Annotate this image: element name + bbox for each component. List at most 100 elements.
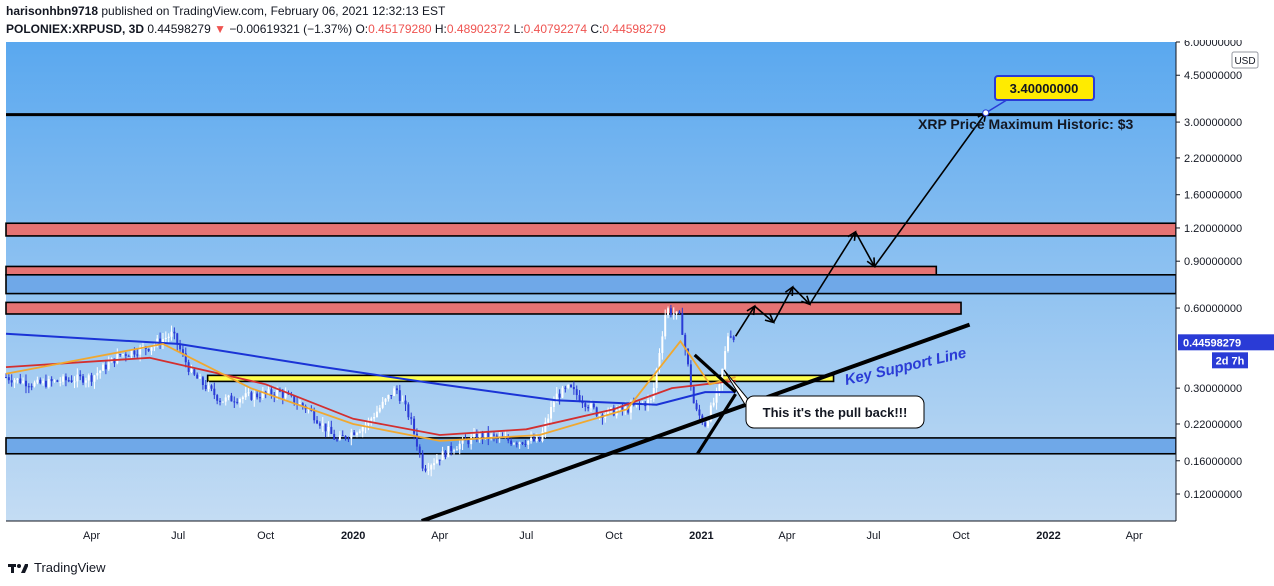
candle-body: [327, 426, 330, 432]
y-tick-label: 6.00000000: [1184, 40, 1242, 49]
candle-body: [532, 437, 535, 441]
trend-line-1: [693, 353, 737, 394]
projection-segment: [854, 231, 876, 267]
candle-body: [241, 397, 244, 400]
candle-body: [424, 468, 427, 471]
candle-body: [572, 387, 575, 390]
candle-body: [647, 399, 650, 407]
author-name[interactable]: harisonhbn9718: [6, 4, 99, 18]
candle-body: [336, 439, 339, 441]
candle-body: [695, 403, 698, 410]
candle-body: [467, 440, 470, 445]
candle-body: [213, 388, 216, 396]
candle-body: [724, 351, 727, 369]
tradingview-footer: TradingView: [8, 560, 106, 575]
candle-body: [470, 437, 473, 445]
candle-body: [276, 390, 279, 397]
candle-body: [478, 433, 481, 441]
candle-body: [19, 378, 22, 384]
y-tick-label: 1.20000000: [1184, 223, 1242, 235]
candle-body: [284, 393, 287, 398]
candle-body: [475, 433, 478, 441]
candle-body: [224, 397, 227, 402]
candle-body: [401, 400, 404, 402]
y-tick-label: 0.90000000: [1184, 256, 1242, 268]
candle-body: [427, 469, 430, 471]
candle-body: [264, 391, 267, 394]
y-tick-label: 0.12000000: [1184, 489, 1242, 501]
candle-body: [7, 377, 10, 381]
candle-body: [544, 422, 547, 432]
candle-body: [490, 434, 493, 439]
publish-info: harisonhbn9718 published on TradingView.…: [6, 4, 445, 18]
brand-name[interactable]: TradingView: [34, 560, 106, 575]
candle-body: [689, 364, 692, 387]
candle-body: [561, 387, 564, 398]
candle-body: [62, 376, 65, 382]
candle-body: [119, 354, 122, 356]
candle-body: [681, 313, 684, 335]
tradingview-logo-icon: [8, 563, 28, 573]
candle-body: [590, 403, 592, 409]
candle-body: [413, 418, 416, 434]
x-tick-label: Apr: [778, 530, 795, 542]
candle-body: [441, 451, 444, 461]
candle-body: [127, 355, 130, 357]
candle-body: [587, 406, 590, 409]
candle-body: [253, 393, 256, 400]
moving-average-ma_mid: [5, 356, 736, 436]
symbol-info: POLONIEX:XRPUSD, 3D 0.44598279 ▼ −0.0061…: [6, 22, 666, 36]
candle-body: [435, 459, 438, 464]
candle-body: [42, 380, 45, 384]
candle-body: [433, 463, 436, 466]
candle-body: [524, 443, 527, 445]
candle-body: [244, 393, 247, 398]
candle-body: [438, 459, 441, 461]
price-label-anchor: [982, 109, 990, 117]
candle-body: [64, 376, 67, 381]
callout-text: This it's the pull back!!!: [763, 405, 908, 420]
candle-body: [341, 435, 344, 437]
candle-body: [27, 386, 30, 388]
y-tick-label: 0.60000000: [1184, 303, 1242, 315]
x-tick-label: 2022: [1036, 530, 1060, 542]
candle-body: [541, 431, 544, 442]
candle-body: [384, 398, 387, 402]
candle-body: [30, 386, 33, 388]
candle-body: [687, 348, 690, 365]
candle-body: [455, 449, 458, 451]
candle-body: [176, 333, 179, 345]
price-chart[interactable]: 3.40000000 XRP Price Maximum Historic: $3…: [0, 40, 1274, 548]
candle-body: [658, 353, 661, 369]
candle-body: [709, 405, 712, 422]
candle-body: [729, 336, 732, 338]
symbol-label: POLONIEX:XRPUSD, 3D: [6, 22, 145, 36]
candle-body: [356, 432, 358, 435]
candle-body: [669, 308, 672, 315]
zone-red-0: [5, 222, 1177, 237]
countdown-text: 2d 7h: [1216, 355, 1245, 367]
candle-body: [36, 379, 39, 383]
candle-body: [184, 353, 187, 363]
candle-body: [216, 395, 219, 401]
candle-body: [93, 375, 96, 382]
candle-body: [393, 388, 396, 396]
candle-body: [575, 389, 578, 396]
candle-body: [256, 393, 259, 398]
candle-body: [609, 407, 612, 409]
projection-segment: [754, 305, 775, 323]
candle-body: [395, 388, 398, 391]
candle-body: [258, 397, 261, 399]
x-tick-label: Apr: [83, 530, 100, 542]
candle-body: [564, 387, 567, 389]
low-label: L:: [513, 22, 524, 36]
x-tick-label: Oct: [952, 530, 969, 542]
candle-body: [261, 391, 264, 398]
candle-body: [13, 380, 16, 383]
zone-red-3: [5, 301, 962, 315]
candle-body: [196, 374, 199, 379]
candle-body: [301, 403, 304, 407]
x-tick-label: Oct: [605, 530, 622, 542]
candle-body: [612, 407, 615, 416]
candle-body: [607, 408, 610, 415]
